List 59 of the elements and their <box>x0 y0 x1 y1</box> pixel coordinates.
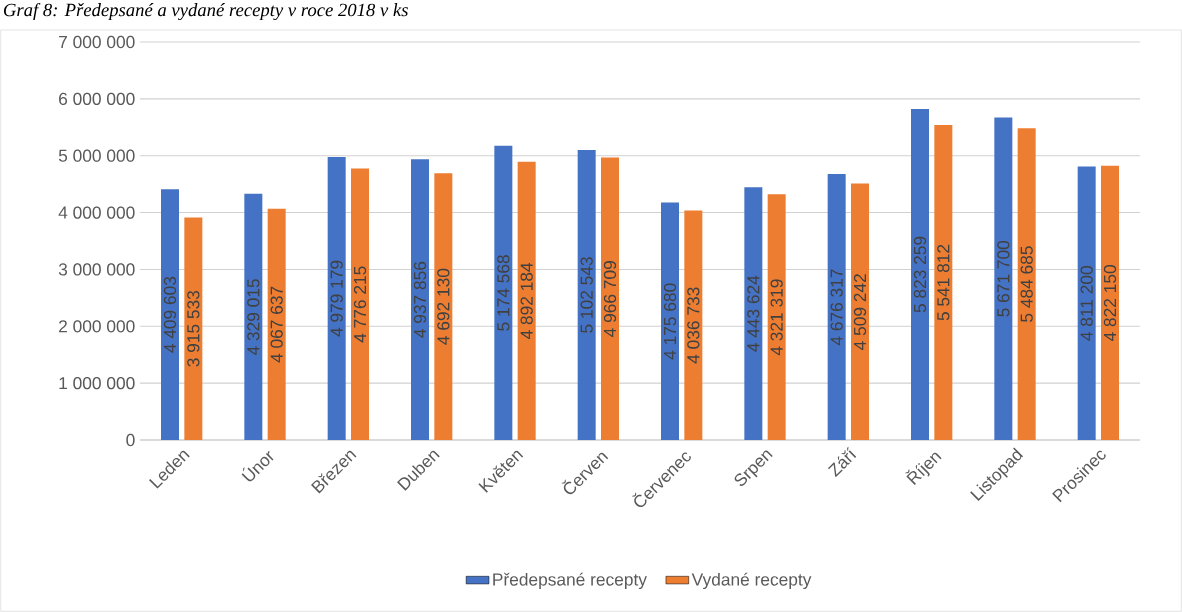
bar <box>684 210 703 440</box>
bar <box>1101 165 1120 440</box>
bar <box>517 161 536 440</box>
bar <box>244 193 263 440</box>
data-label: 4 409 603 <box>163 276 177 353</box>
bar <box>1017 128 1036 440</box>
y-tick-label: 6 000 000 <box>59 92 135 105</box>
y-tick-label: 1 000 000 <box>59 377 135 390</box>
bar <box>267 208 286 440</box>
data-label: 4 776 215 <box>353 266 367 343</box>
data-label: 4 937 856 <box>413 261 427 338</box>
bar <box>767 194 786 440</box>
bar <box>827 174 846 440</box>
bar <box>184 217 203 440</box>
data-label: 5 102 543 <box>580 257 593 333</box>
y-tick-label: 5 000 000 <box>58 149 135 162</box>
bar <box>327 156 346 440</box>
bar <box>161 189 180 440</box>
data-label: 5 823 259 <box>913 236 927 313</box>
data-label: 4 692 130 <box>437 268 450 345</box>
bar <box>577 149 596 440</box>
y-tick-label: 0 <box>126 433 135 447</box>
bar <box>934 124 953 440</box>
chart-title: Graf 8: Předepsané a vydané recepty v roce 2018 v ks <box>3 2 408 21</box>
data-label: 4 329 015 <box>247 279 260 356</box>
data-label: 4 676 317 <box>830 269 843 346</box>
data-label: 5 174 568 <box>497 255 510 331</box>
bar <box>851 183 870 440</box>
y-tick-label: 2 000 000 <box>59 320 135 333</box>
data-label: 4 966 709 <box>603 261 617 337</box>
data-label: 4 892 184 <box>520 262 533 340</box>
data-label: 5 671 700 <box>997 240 1010 317</box>
y-tick-label: 4 000 000 <box>58 206 135 219</box>
bar <box>661 202 680 440</box>
data-label: 4 443 624 <box>747 275 760 352</box>
bar <box>911 108 930 440</box>
data-label: 5 541 812 <box>937 244 950 321</box>
bar <box>994 117 1013 440</box>
bar <box>351 168 369 440</box>
data-label: 3 915 533 <box>187 290 200 367</box>
y-tick-label: 7 000 000 <box>59 35 135 49</box>
bar <box>601 157 619 440</box>
bar <box>411 159 429 440</box>
data-label: 4 036 733 <box>687 287 700 364</box>
data-label: 4 979 179 <box>330 260 343 337</box>
data-label: 4 822 150 <box>1103 265 1117 342</box>
data-label: 4 509 242 <box>853 274 867 350</box>
bar <box>744 187 763 440</box>
legend-label: Vydané recepty <box>691 572 812 590</box>
data-label: 4 067 637 <box>270 286 283 363</box>
legend-label: Předepsané recepty <box>493 572 647 590</box>
bar <box>434 173 453 440</box>
bar <box>494 145 513 440</box>
data-label: 4 175 680 <box>663 283 677 360</box>
data-label: 4 811 200 <box>1080 266 1093 341</box>
y-tick-label: 3 000 000 <box>58 263 135 276</box>
data-label: 5 484 685 <box>1020 246 1033 322</box>
bar <box>1077 166 1096 440</box>
data-label: 4 321 319 <box>770 279 783 356</box>
